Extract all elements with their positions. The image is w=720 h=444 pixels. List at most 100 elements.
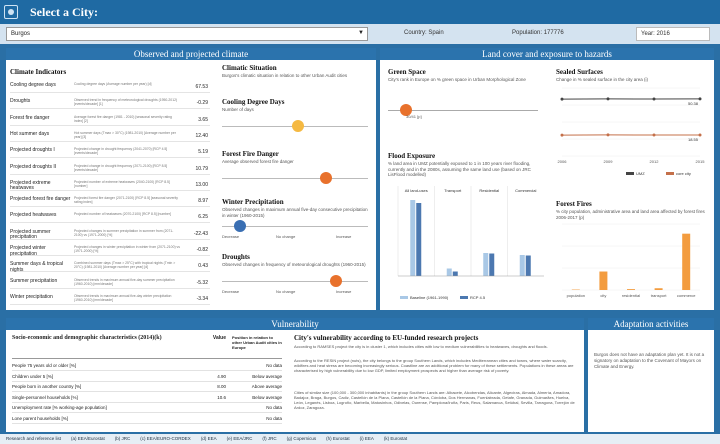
green-space-marker: [400, 104, 412, 116]
sealed-surfaces-title: Sealed Surfaces: [556, 68, 603, 76]
sealed-legend-label: core city: [676, 171, 691, 176]
gauge-marker: [329, 275, 342, 287]
gauge-title: Winter Precipitation: [222, 198, 284, 206]
indicator-desc: Cooling degree days (Average number per …: [74, 82, 152, 86]
gauge-marker: [319, 172, 332, 184]
city-icon: [4, 5, 18, 19]
indicator-name: Projected extreme heatwaves: [10, 179, 51, 192]
vulnerability-col-value: Value: [212, 335, 226, 341]
indicator-name: Projected heatwaves: [10, 212, 57, 219]
flood-bar: [452, 271, 458, 276]
fires-bar: [682, 233, 691, 290]
indicator-row: Projected forest fire danger Projected fo…: [10, 194, 210, 208]
gauge-track: [222, 178, 368, 179]
sealed-surfaces-text: Change in % sealed surface in the city a…: [556, 77, 649, 82]
eu-vulnerability-p3: Cities of similar size (100,000 - 300,00…: [294, 390, 575, 410]
gauge-scale-label: Increase: [336, 234, 352, 239]
indicator-row: Projected droughts II Projected change in…: [10, 162, 210, 175]
footer-source-link[interactable]: (b) JRC: [114, 436, 131, 441]
indicator-desc: Projected number of heatwaves (2070-2100…: [74, 212, 172, 217]
green-space-text: City's rank in Europe on % green space i…: [388, 77, 526, 82]
land-section-title: Land cover and exposure to hazards: [380, 48, 714, 60]
sealed-x-tick: 2012: [650, 159, 660, 164]
sealed-point: [606, 133, 610, 137]
vulnerability-label: Lone parent households [%]: [12, 415, 69, 421]
flood-legend-swatch: [400, 296, 408, 299]
indicator-desc: Hot summer days (Tmax > 30°C) (1981-2010…: [74, 130, 176, 139]
vulnerability-row: People 75 years old or older [%] No data: [12, 362, 282, 371]
fires-category-label: population: [567, 293, 585, 298]
vulnerability-position: Below average: [252, 394, 282, 400]
indicator-name: Hot summer days: [10, 130, 50, 137]
flood-category-label: Residential: [479, 188, 499, 193]
vulnerability-value: 8.00: [217, 384, 226, 389]
climatic-situation-text: Burgos's climatic situation in relation …: [222, 73, 348, 78]
vulnerability-label: Single-personnel households [%]: [12, 394, 78, 400]
indicator-value: 6.25: [198, 214, 208, 221]
indicator-name: Summer days & tropical nights: [10, 261, 64, 273]
indicator-desc: Projected changes in summer precipitatio…: [74, 228, 174, 237]
sealed-x-tick: 2015: [696, 159, 706, 164]
flood-exposure-title: Flood Exposure: [388, 152, 436, 160]
indicator-row: Projected droughts I Projected change in …: [10, 145, 210, 159]
indicator-value: 8.97: [198, 198, 208, 205]
sealed-surfaces-chart: 2006 2009 2012 2015 50.38 UMZ 18.55 core city: [558, 87, 706, 176]
gauge-marker: [291, 120, 304, 132]
forest-fires-text: % city population, administrative area a…: [556, 209, 705, 220]
footer-source-link[interactable]: (d) EEA: [200, 436, 217, 441]
city-select-value: Burgos: [11, 31, 31, 37]
indicator-name: Cooling degree days: [10, 82, 56, 88]
footer-source-link[interactable]: (g) Copernicus: [286, 436, 317, 441]
vulnerability-row: People born in another country [%] 8.00 Ab…: [12, 383, 282, 392]
footer-source-link[interactable]: (h) Eurostat: [326, 436, 350, 441]
filter-bar: Burgos ▼ Country: Spain Population: 1777…: [0, 24, 720, 44]
gauge-subtitle: Observed changes in frequency of meteoro…: [222, 262, 366, 267]
city-select[interactable]: Burgos ▼: [6, 27, 368, 41]
flood-category-label: Commercial: [515, 188, 536, 193]
gauge-scale-label: Increase: [336, 289, 352, 294]
indicator-desc: Projected changes in winter precipitatio…: [74, 245, 180, 253]
gauge-scale-label: No change: [276, 289, 296, 294]
vulnerability-col-characteristics: Socio-economic and demographic character…: [12, 335, 162, 341]
indicator-value: -3.34: [196, 295, 208, 302]
vulnerability-label: People born in another country [%]: [12, 384, 82, 389]
indicator-desc: Combined summer days (Tmax > 25°C) with …: [74, 261, 176, 270]
footer-source-link[interactable]: (a) EEA/Eurostat: [71, 436, 105, 441]
adaptation-panel: Adaptation activities Burgos does not ha…: [588, 318, 714, 432]
indicator-name: Projected summer precipitation: [10, 228, 51, 241]
indicator-desc: Projected number of extreme heatwaves (2…: [74, 179, 170, 188]
footer-source-link[interactable]: Research and reference list: [6, 436, 62, 441]
country-label: Country: Spain: [404, 30, 444, 36]
indicator-row: Projected winter precipitation Projected …: [10, 243, 210, 256]
footer-source-link[interactable]: (c) EEA/EURO-CORDEX: [140, 436, 191, 441]
fires-bar: [599, 271, 608, 290]
footer-source-link[interactable]: (e) EEA/JRC: [226, 436, 253, 441]
indicator-row: Droughts Observed trend in frequency of m…: [10, 96, 210, 110]
flood-bar: [483, 253, 489, 276]
sealed-point: [560, 97, 564, 101]
sealed-point: [698, 133, 702, 137]
gauge-title: Cooling Degree Days: [222, 98, 285, 106]
gauge-track: [222, 226, 368, 227]
indicator-desc: Projected forest fire danger (2071-2100)…: [74, 196, 178, 205]
indicator-value: 67.53: [195, 84, 208, 90]
flood-bar: [410, 200, 416, 276]
gauge-subtitle: Number of days: [222, 107, 254, 112]
indicator-value: -5.32: [196, 279, 208, 286]
indicator-desc: Projected change in drought frequency (2…: [74, 163, 168, 172]
year-select[interactable]: Year: 2016: [636, 27, 710, 41]
gauge-title: Forest Fire Danger: [222, 150, 279, 158]
footer-source-link[interactable]: (k) Eurostat: [383, 436, 408, 441]
indicator-row: Projected extreme heatwaves Projected num…: [10, 178, 210, 191]
indicator-desc: Observed trend in frequency of meteorolo…: [74, 98, 178, 107]
vulnerability-row: Unemployment rate [% working-age populat…: [12, 404, 282, 413]
indicator-value: 3.65: [198, 116, 208, 123]
footer-source-link[interactable]: (i) EEA: [359, 436, 374, 441]
sealed-legend-label: UMZ: [636, 171, 645, 176]
vulnerability-position: No data: [266, 415, 282, 421]
footer-source-link[interactable]: (f) JRC: [262, 436, 277, 441]
fires-category-label: transport: [651, 293, 668, 298]
sealed-point: [606, 97, 610, 101]
indicator-desc: Observed trends in maximum annual five-d…: [74, 293, 172, 302]
indicator-name: Projected droughts II: [10, 163, 57, 170]
